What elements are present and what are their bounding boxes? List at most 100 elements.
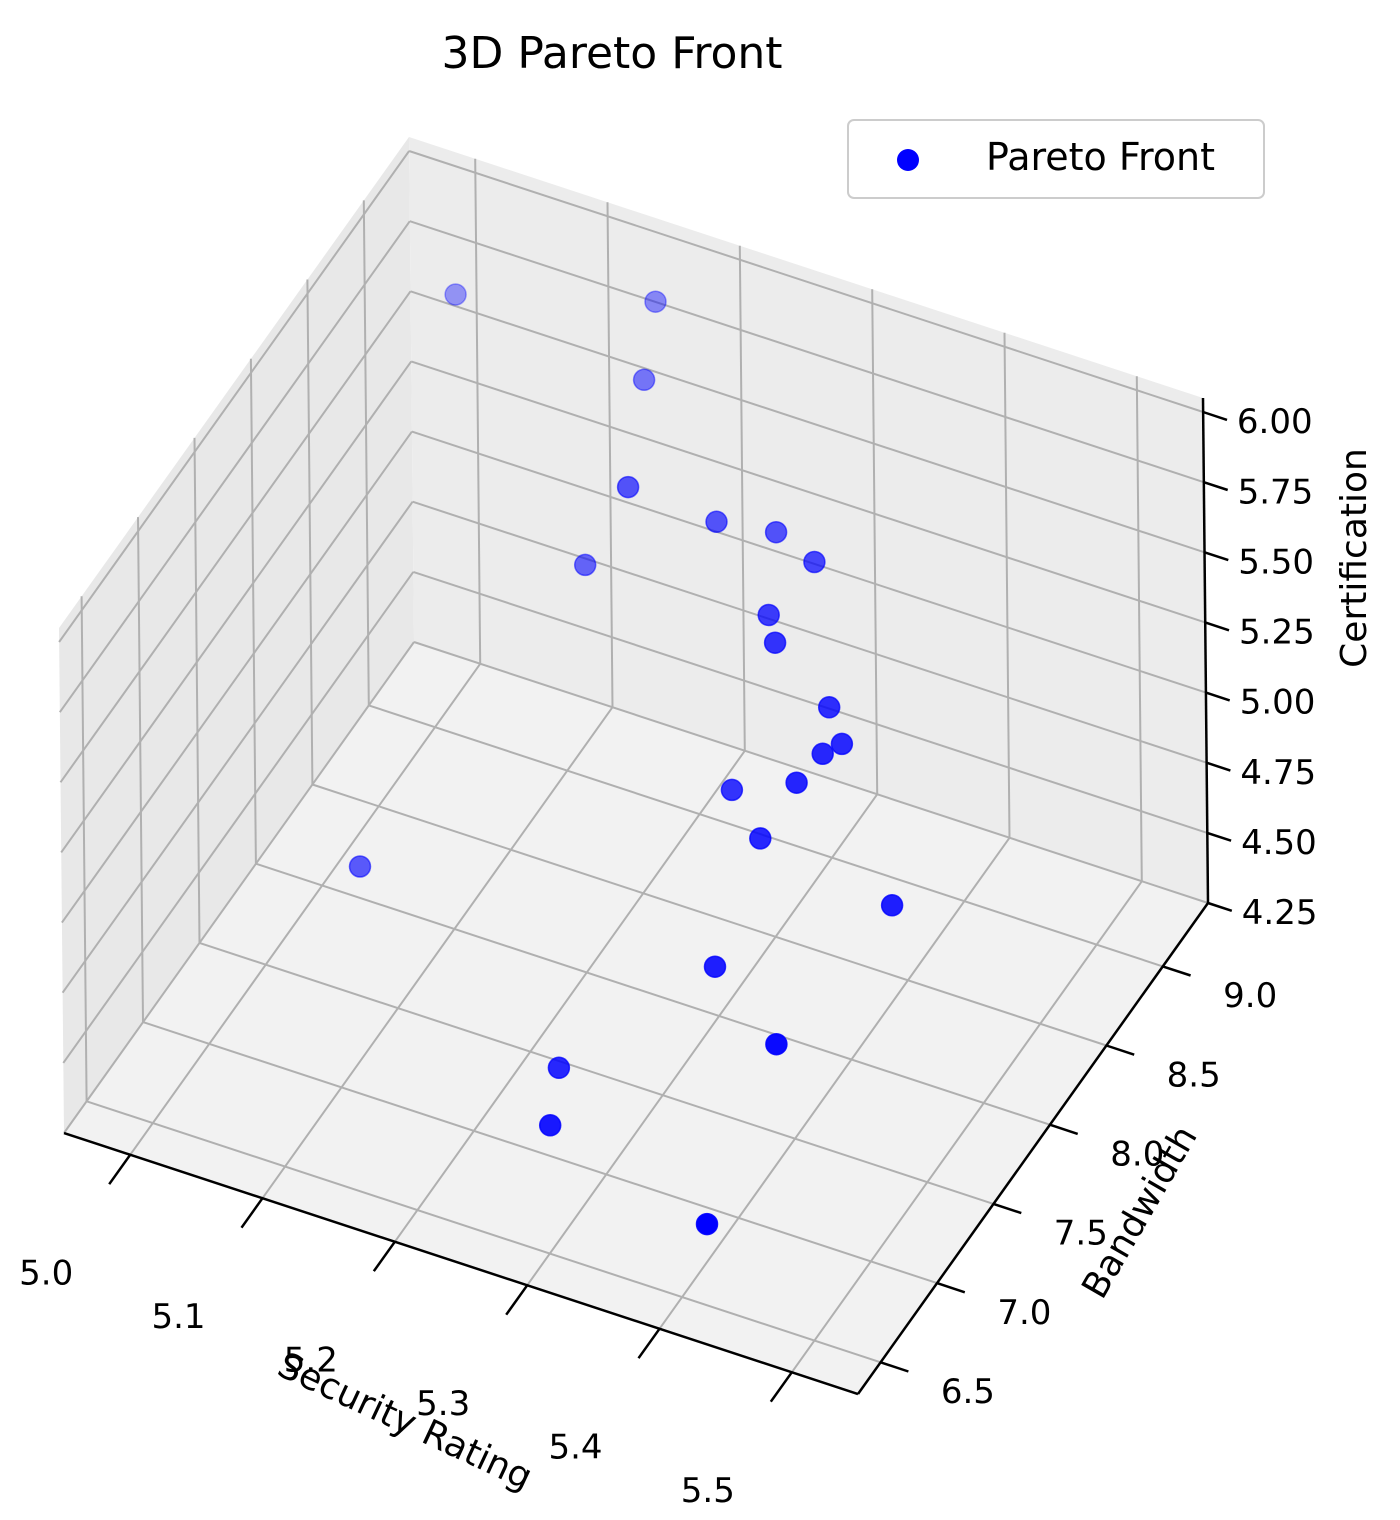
z-tick-mark: [1202, 410, 1228, 422]
z-tick-mark: [1205, 691, 1231, 702]
data-point: [444, 283, 467, 306]
x-tick-label: 5.3: [416, 1384, 470, 1424]
left-wall-pane: [59, 137, 414, 1133]
grid-line-z-back: [410, 290, 1205, 554]
z-axis-label: Certification: [1334, 448, 1375, 668]
y-tick-label: 7.0: [997, 1293, 1051, 1333]
x-tick-label: 5.2: [284, 1341, 338, 1381]
x-tick-label: 5.0: [19, 1254, 73, 1294]
tick-labels: 5.0 5.1 5.2 5.3 5.4 5.5 6.57.07.58.08.59.0 4.25…: [19, 402, 1317, 1511]
data-point: [757, 603, 780, 627]
data-point: [765, 1032, 788, 1056]
z-tick-label: 6.00: [1237, 402, 1313, 442]
grid-line-z-left: [63, 641, 415, 1134]
data-point: [720, 778, 744, 802]
y-tick-mark: [936, 1281, 966, 1294]
x-tick-mark: [108, 1154, 132, 1185]
y-tick-mark: [993, 1202, 1022, 1215]
grid-line-z-left: [58, 150, 410, 643]
data-point: [632, 368, 656, 392]
y-tick-label: 8.0: [1110, 1135, 1164, 1175]
data-point: [644, 290, 667, 313]
grid-line-x-floor: [129, 663, 482, 1156]
data-point: [348, 855, 372, 878]
grid-line-z-left: [60, 360, 413, 853]
grid-line-y-floor: [86, 1100, 881, 1364]
legend-marker: [897, 149, 919, 171]
floor-pane: [64, 642, 1208, 1394]
grid-line-x-floor: [658, 837, 1011, 1330]
grid-line-z-left: [58, 220, 411, 713]
data-point: [703, 955, 727, 978]
grid-line-z-left: [62, 571, 415, 1064]
y-axis-line: [856, 902, 1210, 1395]
x-axis-label: Security Rating: [271, 1345, 538, 1499]
y-tick-mark: [1049, 1123, 1079, 1136]
data-point: [616, 475, 640, 499]
grid-line-y-floor: [142, 1021, 938, 1285]
data-point: [803, 550, 826, 574]
z-tick-label: 4.25: [1242, 893, 1318, 933]
y-tick-label: 9.0: [1223, 976, 1277, 1016]
grid-line-x-floor: [526, 793, 879, 1286]
grid-line-y-floor: [255, 862, 1051, 1126]
grid-line-x-floor: [393, 750, 746, 1243]
x-tick-mark: [372, 1241, 396, 1272]
x-tick-mark: [637, 1328, 661, 1359]
data-point: [785, 771, 808, 794]
z-tick-label: 5.75: [1238, 472, 1314, 512]
data-point: [573, 553, 597, 577]
grid-line-x-floor: [261, 706, 614, 1199]
legend-label: Pareto Front: [986, 135, 1215, 179]
axis-lines: [63, 397, 1233, 1403]
grid-line-z-left: [61, 431, 413, 924]
grid-line-z-back: [408, 150, 1204, 413]
grid-line-z-back: [412, 570, 1208, 834]
legend: Pareto Front: [847, 119, 1265, 199]
y-tick-label: 6.5: [941, 1372, 995, 1412]
data-point: [547, 1056, 571, 1080]
grid-line-z-back: [410, 360, 1206, 624]
data-point: [705, 510, 728, 534]
data-point: [538, 1114, 562, 1137]
data-point: [830, 732, 854, 756]
x-tick-mark: [240, 1197, 264, 1229]
z-tick-label: 4.75: [1240, 753, 1316, 793]
z-tick-mark: [1204, 551, 1229, 562]
grid-line-z-left: [61, 501, 414, 994]
grid-line-z-back: [409, 220, 1205, 484]
x-tick-mark: [505, 1284, 529, 1316]
grid-line-y-floor: [312, 783, 1107, 1047]
y-tick-mark: [1106, 1044, 1135, 1056]
z-tick-mark: [1204, 621, 1230, 632]
z-tick-mark: [1203, 481, 1229, 492]
x-tick-label: 5.4: [548, 1428, 602, 1468]
z-tick-label: 4.50: [1241, 823, 1317, 863]
data-point: [763, 631, 787, 654]
x-tick-label: 5.5: [681, 1471, 735, 1511]
z-tick-mark: [1206, 761, 1231, 772]
z-tick-label: 5.00: [1240, 683, 1316, 723]
grid-lines: [58, 150, 1209, 1373]
y-tick-label: 7.5: [1054, 1214, 1108, 1254]
data-point: [764, 520, 788, 544]
data-point: [811, 742, 834, 766]
z-tick-mark: [1206, 831, 1232, 842]
y-tick-mark: [880, 1361, 909, 1373]
z-tick-label: 5.25: [1239, 613, 1315, 653]
y-tick-label: 8.5: [1167, 1055, 1221, 1095]
grid-line-y-floor: [199, 941, 994, 1205]
grid-line-x-floor: [790, 880, 1143, 1373]
y-tick-mark: [1162, 965, 1191, 977]
data-point: [695, 1212, 719, 1236]
data-point: [817, 696, 841, 719]
z-tick-label: 5.50: [1238, 542, 1314, 582]
axis-panes: [59, 137, 1208, 1394]
data-points: [348, 283, 904, 1236]
grid-line-z-left: [59, 290, 412, 783]
legend-frame: [847, 119, 1265, 199]
data-point: [880, 894, 904, 917]
grid-line-z-back: [413, 641, 1209, 904]
z-tick-mark: [1207, 901, 1233, 912]
